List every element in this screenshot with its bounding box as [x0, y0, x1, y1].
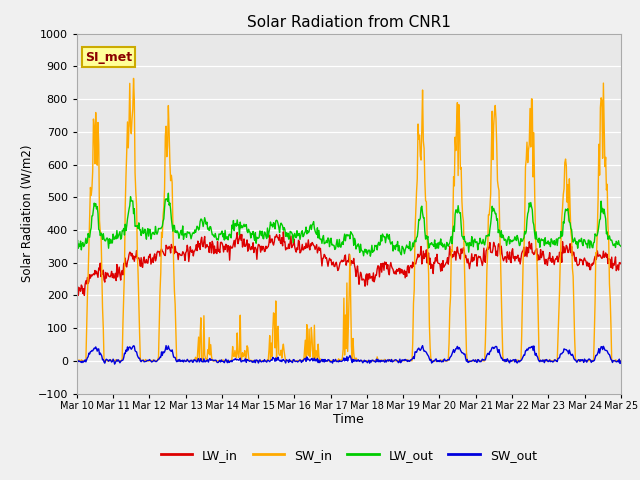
X-axis label: Time: Time	[333, 413, 364, 426]
Text: SI_met: SI_met	[85, 50, 132, 63]
Legend: LW_in, SW_in, LW_out, SW_out: LW_in, SW_in, LW_out, SW_out	[156, 444, 541, 467]
Title: Solar Radiation from CNR1: Solar Radiation from CNR1	[247, 15, 451, 30]
Y-axis label: Solar Radiation (W/m2): Solar Radiation (W/m2)	[20, 145, 33, 282]
